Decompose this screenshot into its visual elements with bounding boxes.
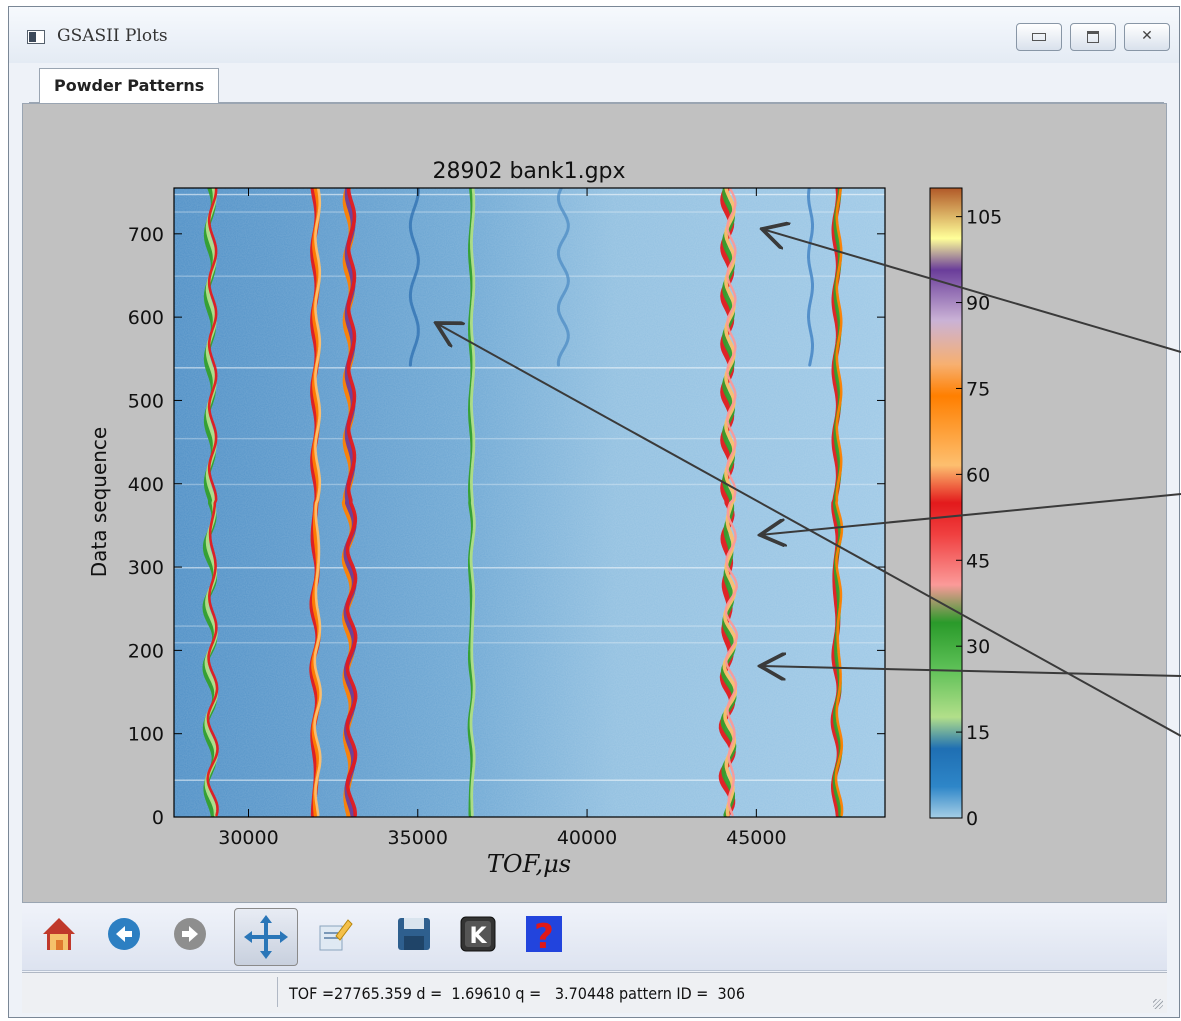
title-bar[interactable]: GSASII Plots ✕ <box>9 7 1179 63</box>
help-glyph: ? <box>534 917 554 956</box>
close-icon: ✕ <box>1141 28 1153 44</box>
edit-button[interactable] <box>312 912 356 956</box>
tab-strip: Powder Patterns <box>29 67 1164 103</box>
scan-line <box>174 567 885 569</box>
keyboard-letter: K <box>469 924 487 949</box>
colorbar-tick-label: 105 <box>966 207 1002 229</box>
peak-streak <box>313 188 322 817</box>
x-tick-label: 40000 <box>557 827 617 849</box>
status-bar: TOF =27765.359 d = 1.69610 q = 3.70448 p… <box>22 972 1167 1013</box>
keyboard-icon: K <box>460 916 496 952</box>
y-tick-label: 500 <box>128 390 164 412</box>
window-title: GSASII Plots <box>57 26 168 46</box>
app-icon <box>27 30 45 44</box>
colorbar-ticks: 0 15 30 45 60 75 90 105 <box>956 207 1002 830</box>
peak-streak <box>408 188 420 367</box>
forward-button[interactable] <box>168 912 212 956</box>
help-button[interactable]: ? <box>522 912 566 957</box>
y-tick-label: 700 <box>128 224 164 246</box>
tab-powder-patterns[interactable]: Powder Patterns <box>39 68 220 103</box>
y-tick-label: 400 <box>128 474 164 496</box>
scan-line <box>174 211 885 213</box>
pan-button[interactable] <box>234 908 298 966</box>
home-button[interactable] <box>37 912 81 956</box>
y-tick-label: 200 <box>128 640 164 662</box>
y-tick-label: 100 <box>128 724 164 746</box>
gsas-plots-window: GSASII Plots ✕ Powder Patterns <box>8 6 1180 1018</box>
colorbar-tick-label: 15 <box>966 722 990 744</box>
y-tick-label: 300 <box>128 557 164 579</box>
y-axis-label: Data sequence <box>87 427 111 578</box>
x-axis: 30000 35000 40000 45000 <box>218 188 787 849</box>
scan-line <box>174 193 885 196</box>
x-tick-label: 30000 <box>218 827 278 849</box>
colorbar-tick-label: 45 <box>966 550 990 572</box>
home-icon <box>43 918 75 950</box>
maximize-button[interactable] <box>1070 23 1116 51</box>
minimize-icon <box>1032 33 1046 41</box>
plot-toolbar: K ? <box>22 904 1167 971</box>
cursor-readout: TOF =27765.359 d = 1.69610 q = 3.70448 p… <box>289 984 745 1003</box>
edit-icon <box>319 919 353 951</box>
help-icon: ? <box>526 916 562 957</box>
scan-line <box>174 642 885 644</box>
forward-icon <box>174 918 206 950</box>
x-tick-label: 45000 <box>726 827 786 849</box>
colorbar <box>929 187 963 819</box>
peak-streak <box>345 188 358 817</box>
scan-line <box>174 437 885 440</box>
plot-canvas[interactable]: 28902 bank1.gpx 30000 35000 40000 45000 0 10… <box>22 103 1167 903</box>
maximize-icon <box>1087 31 1099 43</box>
colorbar-tick-label: 30 <box>966 636 990 658</box>
save-button[interactable] <box>392 912 436 956</box>
back-button[interactable] <box>102 912 146 956</box>
heatmap-area[interactable] <box>174 188 885 817</box>
scan-line <box>174 483 885 486</box>
chart-title: 28902 bank1.gpx <box>432 159 625 184</box>
colorbar-tick-label: 90 <box>966 293 990 315</box>
save-icon <box>398 918 430 950</box>
back-icon <box>108 918 140 950</box>
scan-line <box>174 367 885 369</box>
scan-line <box>174 779 885 781</box>
close-button[interactable]: ✕ <box>1124 23 1170 51</box>
scan-line <box>174 625 885 627</box>
heatmap-noise <box>174 188 885 817</box>
scan-line <box>174 275 885 277</box>
x-tick-label: 35000 <box>388 827 448 849</box>
colorbar-tick-label: 60 <box>966 464 990 486</box>
minimize-button[interactable] <box>1016 23 1062 51</box>
y-tick-label: 600 <box>128 307 164 329</box>
resize-grip-icon[interactable] <box>1153 999 1163 1009</box>
status-divider <box>277 977 278 1007</box>
peak-streak <box>206 188 219 817</box>
y-axis: 0 100 200 300 400 500 600 700 <box>128 224 885 829</box>
pan-icon <box>244 915 288 959</box>
colorbar-tick-label: 75 <box>966 378 990 400</box>
x-axis-label: TOF,μs <box>487 850 571 878</box>
colorbar-tick-label: 0 <box>966 808 978 830</box>
y-tick-label: 0 <box>152 807 164 829</box>
keyboard-button[interactable]: K <box>456 912 500 956</box>
